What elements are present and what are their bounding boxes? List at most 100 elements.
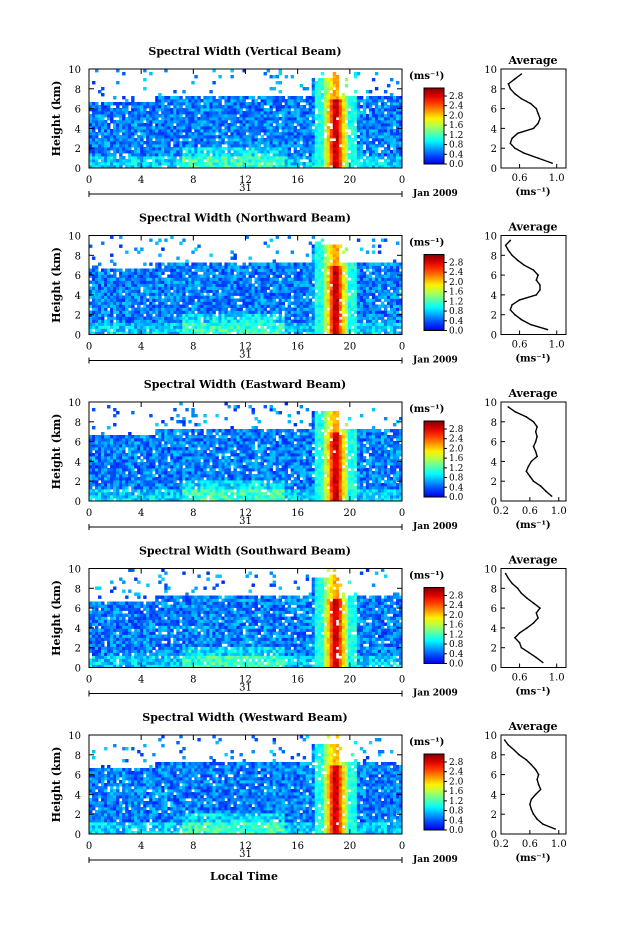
heatmap-cell	[137, 102, 141, 106]
heatmap-cell	[284, 286, 289, 290]
heatmap-cell	[320, 289, 325, 293]
heatmap-cell	[113, 153, 117, 157]
heatmap-cell	[314, 141, 319, 145]
heatmap-cell	[161, 144, 165, 148]
heatmap-cell	[206, 114, 210, 118]
heatmap-cell	[164, 114, 168, 118]
heatmap-cell	[206, 144, 210, 148]
heatmap-cell	[254, 108, 258, 112]
heatmap-cell	[311, 262, 316, 266]
heatmap-cell	[281, 108, 286, 112]
heatmap-cell	[338, 156, 343, 160]
heatmap-cell	[233, 141, 237, 145]
heatmap-cell	[311, 129, 316, 133]
heatmap-cell	[326, 253, 331, 257]
heatmap-cell	[386, 144, 391, 148]
heatmap-cell	[320, 162, 325, 166]
heatmap-cell	[257, 162, 261, 166]
heatmap-cell	[104, 102, 108, 106]
heatmap-cell	[311, 328, 316, 332]
heatmap-cell	[278, 117, 283, 121]
heatmap-cell	[188, 105, 192, 109]
heatmap-cell	[239, 271, 243, 275]
heatmap-cell	[371, 271, 376, 275]
heatmap-cell	[281, 114, 286, 118]
heatmap-cell	[116, 132, 120, 136]
heatmap-cell	[269, 319, 273, 323]
heatmap-cell	[248, 117, 252, 121]
heatmap-cell	[146, 304, 150, 308]
heatmap-cell	[209, 108, 213, 112]
heatmap-cell	[293, 277, 298, 281]
heatmap-cell	[197, 244, 201, 248]
heatmap-cell	[203, 153, 207, 157]
heatmap-cell	[212, 132, 216, 136]
heatmap-cell	[311, 310, 316, 314]
heatmap-cell	[125, 289, 129, 293]
heatmap-cell	[335, 90, 340, 94]
heatmap-cell	[206, 132, 210, 136]
heatmap-cell	[335, 268, 340, 272]
heatmap-cell	[179, 153, 183, 157]
heatmap-cell	[185, 165, 189, 168]
heatmap-cell	[218, 268, 222, 272]
heatmap-cell	[392, 123, 397, 127]
heatmap-cell	[323, 156, 328, 160]
heatmap-cell	[320, 132, 325, 136]
heatmap-cell	[239, 304, 243, 308]
heatmap-cell	[107, 153, 111, 157]
heatmap-cell	[290, 286, 295, 290]
heatmap-cell	[95, 162, 99, 166]
heatmap-cell	[362, 120, 367, 124]
heatmap-cell	[233, 120, 237, 124]
heatmap-cell	[95, 123, 99, 127]
heatmap-cell	[146, 316, 150, 320]
heatmap-cell	[392, 114, 397, 118]
heatmap-cell	[191, 144, 195, 148]
heatmap-cell	[206, 117, 210, 121]
heatmap-cell	[290, 141, 295, 145]
heatmap-cell	[212, 319, 216, 323]
heatmap-cell	[161, 271, 165, 275]
heatmap-cell	[179, 286, 183, 290]
heatmap-cell	[185, 144, 189, 148]
heatmap-cell	[110, 165, 114, 168]
heatmap-cell	[350, 126, 355, 130]
heatmap-cell	[101, 144, 105, 148]
heatmap-cell	[347, 114, 352, 118]
heatmap-cell	[194, 120, 198, 124]
heatmap-cell	[251, 298, 255, 302]
heatmap-cell	[98, 153, 102, 157]
heatmap-cell	[119, 159, 123, 163]
heatmap-cell	[128, 286, 132, 290]
heatmap-cell	[125, 135, 129, 139]
heatmap-cell	[206, 277, 210, 281]
heatmap-cell	[185, 271, 189, 275]
heatmap-cell	[254, 120, 258, 124]
heatmap-cell	[140, 307, 144, 311]
heatmap-cell	[143, 283, 147, 287]
heatmap-cell	[398, 274, 402, 278]
heatmap-cell	[386, 313, 391, 317]
heatmap-cell	[179, 165, 183, 168]
heatmap-cell	[191, 286, 195, 290]
heatmap-cell	[194, 247, 198, 251]
heatmap-cell	[263, 298, 267, 302]
heatmap-cell	[305, 150, 310, 154]
heatmap-cell	[365, 325, 370, 329]
heatmap-cell	[122, 289, 126, 293]
heatmap-cell	[311, 93, 316, 97]
heatmap-cell	[293, 313, 298, 317]
heatmap-cell	[218, 126, 222, 130]
heatmap-cell	[281, 153, 286, 157]
heatmap-cell	[209, 150, 213, 154]
heatmap-cell	[245, 156, 249, 160]
heatmap-cell	[146, 319, 150, 323]
heatmap-cell	[374, 105, 379, 109]
heatmap-cell	[302, 126, 307, 130]
heatmap-cell	[305, 99, 310, 103]
heatmap-cell	[146, 102, 150, 106]
heatmap-cell	[95, 310, 99, 314]
heatmap-cell	[182, 126, 186, 130]
heatmap-cell	[314, 90, 319, 94]
